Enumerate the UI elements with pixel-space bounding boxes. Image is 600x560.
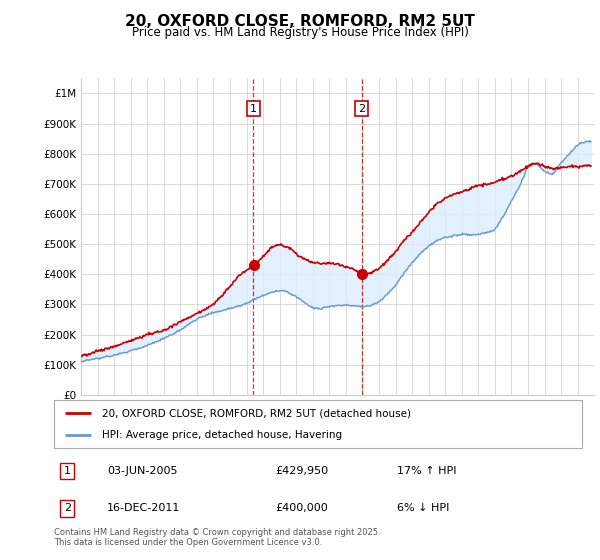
Text: 1: 1 [250,104,257,114]
Text: 03-JUN-2005: 03-JUN-2005 [107,466,178,476]
Text: 6% ↓ HPI: 6% ↓ HPI [397,503,449,513]
Text: 2: 2 [358,104,365,114]
Text: Price paid vs. HM Land Registry's House Price Index (HPI): Price paid vs. HM Land Registry's House … [131,26,469,39]
Text: 2: 2 [64,503,71,513]
Text: 1: 1 [64,466,71,476]
Text: HPI: Average price, detached house, Havering: HPI: Average price, detached house, Have… [101,430,341,440]
Text: £400,000: £400,000 [276,503,329,513]
Text: 20, OXFORD CLOSE, ROMFORD, RM2 5UT: 20, OXFORD CLOSE, ROMFORD, RM2 5UT [125,14,475,29]
Text: £429,950: £429,950 [276,466,329,476]
FancyBboxPatch shape [54,400,582,448]
Text: Contains HM Land Registry data © Crown copyright and database right 2025.
This d: Contains HM Land Registry data © Crown c… [54,528,380,547]
Text: 17% ↑ HPI: 17% ↑ HPI [397,466,457,476]
Text: 20, OXFORD CLOSE, ROMFORD, RM2 5UT (detached house): 20, OXFORD CLOSE, ROMFORD, RM2 5UT (deta… [101,408,410,418]
Text: 16-DEC-2011: 16-DEC-2011 [107,503,180,513]
